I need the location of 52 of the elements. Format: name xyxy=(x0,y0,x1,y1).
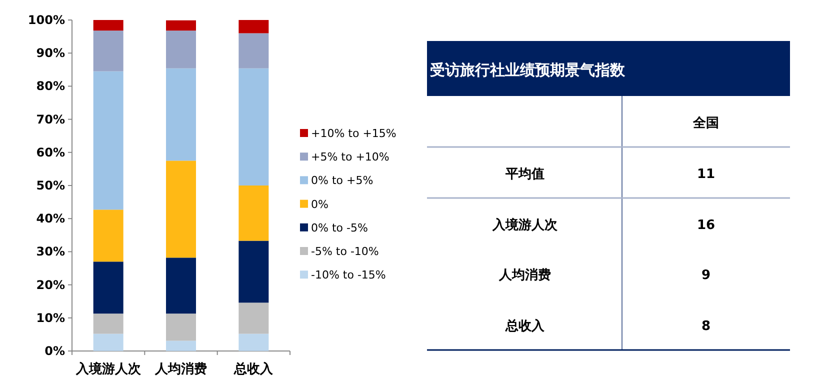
bar xyxy=(93,20,124,31)
legend-label: -10% to -15% xyxy=(311,268,386,282)
legend-label: 0% to -5% xyxy=(311,221,368,234)
x-tick-label: 总收入 xyxy=(233,361,274,377)
bar xyxy=(93,314,124,334)
legend-label: -5% to -10% xyxy=(311,245,379,258)
bar xyxy=(93,30,124,72)
bar xyxy=(166,20,196,31)
bar xyxy=(238,240,269,303)
bar xyxy=(238,334,269,351)
category-label: 平均值 xyxy=(504,167,544,182)
data-label: 11 xyxy=(696,167,716,182)
y-tick-label: 40% xyxy=(36,212,65,226)
y-tick-label: 30% xyxy=(36,244,65,259)
x-tick-label: 人均消费 xyxy=(154,362,207,377)
bar xyxy=(166,160,196,258)
bar xyxy=(238,302,269,334)
y-tick-label: 20% xyxy=(36,278,65,292)
y-tick-label: 70% xyxy=(36,112,65,126)
bar xyxy=(93,210,124,262)
legend-label: +10% to +15% xyxy=(311,127,396,140)
bar xyxy=(238,186,269,241)
category-label: 人均消费 xyxy=(498,268,551,283)
y-tick-label: 60% xyxy=(36,145,65,160)
legend-label: 0% to +5% xyxy=(311,174,374,188)
bar xyxy=(238,20,269,34)
y-tick-label: 90% xyxy=(36,46,65,60)
y-tick-label: 0% xyxy=(44,344,65,358)
bar xyxy=(166,258,196,314)
y-tick-label: 100% xyxy=(28,13,65,27)
legend-label: +5% to +10% xyxy=(311,150,390,164)
bar xyxy=(166,30,196,68)
bar xyxy=(93,334,124,351)
bar xyxy=(238,33,269,68)
legend-label: 0% xyxy=(311,198,328,211)
data-label: 8 xyxy=(701,319,711,334)
bar xyxy=(93,71,124,210)
bar xyxy=(166,68,196,161)
y-tick-label: 80% xyxy=(36,79,65,94)
data-label: 9 xyxy=(701,268,711,283)
y-tick-label: 10% xyxy=(36,310,65,325)
text: 受访旅行社业绩预期景气指数 xyxy=(429,61,626,79)
y-tick-label: 50% xyxy=(36,178,65,192)
x-tick-label: 入境游人次 xyxy=(74,361,142,377)
bar xyxy=(166,340,196,351)
text: 全国 xyxy=(692,116,719,131)
bar xyxy=(166,314,196,341)
bar xyxy=(238,68,269,186)
category-label: 总收入 xyxy=(504,318,546,334)
data-label: 16 xyxy=(696,218,716,233)
bar xyxy=(93,262,124,314)
category-label: 入境游人次 xyxy=(492,217,558,233)
